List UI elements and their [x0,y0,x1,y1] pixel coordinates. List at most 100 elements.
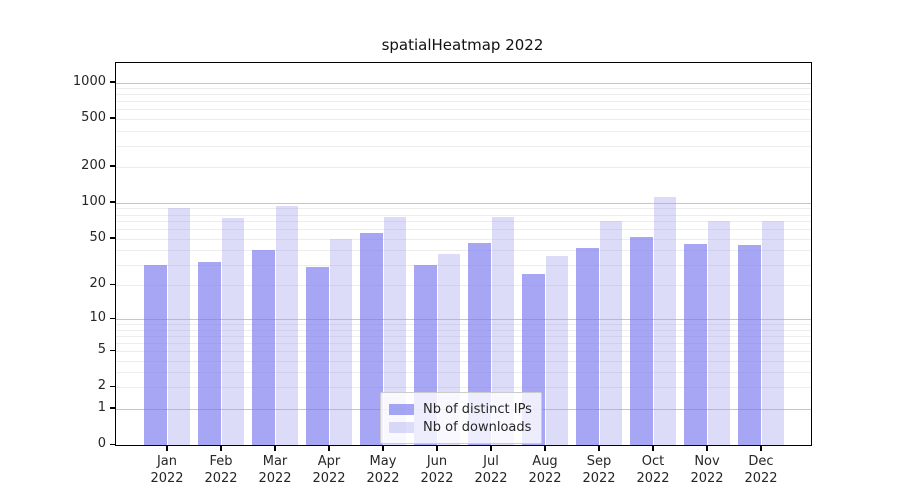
gridline [116,387,811,389]
gridline [116,208,811,210]
y-tick-label: 0 [97,436,106,451]
x-tick-mark [652,445,654,451]
y-tick-mark [110,117,115,119]
gridline [116,360,811,362]
x-tick-label-apr: Apr 2022 [312,454,346,486]
gridline [116,351,811,352]
x-tick-label-jul: Jul 2022 [474,454,508,486]
y-tick-mark [110,237,115,239]
bar-downloads-dec [761,221,785,445]
legend-row-downloads: Nb of downloads [389,419,532,435]
x-tick-mark [166,445,168,451]
x-tick-mark [490,445,492,451]
y-tick-label: 200 [81,157,106,173]
y-tick-mark [110,317,115,320]
gridline [116,94,811,96]
y-tick-mark [110,349,115,351]
bar-downloads-jul [491,217,515,445]
x-tick-mark [382,445,384,451]
gridline [116,250,811,252]
bar-downloads-oct [653,196,677,445]
y-tick-mark [110,443,115,445]
gridline [116,335,811,337]
x-tick-label-nov: Nov 2022 [690,454,724,486]
gridline [116,372,811,374]
gridline [116,214,811,216]
y-tick-label: 5 [97,342,106,357]
x-tick-mark [760,445,762,451]
bar-distinct-ips-nov [684,244,707,445]
gridline [116,166,811,168]
gridline [116,319,811,321]
gridline [116,329,811,331]
y-tick-mark [110,385,115,388]
bar-distinct-ips-sep [576,247,599,445]
bar-distinct-ips-dec [738,245,761,445]
chart-title: spatialHeatmap 2022 [381,36,544,54]
x-tick-mark [598,445,600,451]
bar-distinct-ips-oct [630,236,653,445]
x-tick-mark [328,445,330,451]
y-tick-label: 10 [89,310,106,326]
bar-downloads-sep [599,221,623,445]
plot-area: Nb of distinct IPs Nb of downloads [115,62,812,446]
y-tick-label: 1 [97,399,106,415]
y-tick-mark [110,81,115,83]
bar-distinct-ips-mar [252,250,275,445]
legend-swatch-downloads [389,421,414,433]
gridline [116,342,811,344]
legend: Nb of distinct IPs Nb of downloads [380,392,542,444]
y-tick-label: 2 [97,378,106,394]
gridline [116,118,811,120]
gridline [116,221,811,223]
bar-downloads-aug [545,255,569,445]
y-tick-label: 20 [89,276,106,292]
x-tick-label-oct: Oct 2022 [636,454,670,486]
legend-label-downloads: Nb of downloads [423,419,532,435]
x-tick-mark [706,445,708,451]
bar-downloads-nov [707,221,731,445]
bar-downloads-mar [275,206,299,445]
x-tick-mark [274,445,276,451]
bar-downloads-may [383,217,407,445]
y-tick-mark [110,407,115,409]
bar-downloads-jan [167,208,191,445]
x-tick-label-jun: Jun 2022 [420,454,454,486]
x-tick-label-may: May 2022 [366,454,400,486]
x-tick-label-sep: Sep 2022 [582,454,616,486]
y-tick-label: 50 [89,229,106,245]
bar-distinct-ips-feb [198,261,221,445]
legend-swatch-distinct-ips [389,403,414,415]
bar-distinct-ips-jan [144,264,167,445]
y-tick-label: 500 [81,109,106,125]
x-tick-mark [544,445,546,451]
legend-label-distinct-ips: Nb of distinct IPs [423,401,532,417]
gridline [116,324,811,326]
bar-distinct-ips-may [360,232,383,445]
y-tick-mark [110,201,115,203]
x-tick-label-aug: Aug 2022 [528,454,562,486]
x-tick-label-dec: Dec 2022 [744,454,778,486]
gridline [116,109,811,111]
y-tick-label: 100 [81,193,106,209]
gridline [116,229,811,231]
x-tick-mark [436,445,438,451]
gridline [116,145,811,147]
gridline [116,130,811,132]
legend-row-distinct-ips: Nb of distinct IPs [389,401,532,417]
x-tick-mark [220,445,222,451]
x-tick-label-feb: Feb 2022 [204,454,238,486]
x-tick-label-mar: Mar 2022 [258,454,292,486]
gridline [116,202,811,204]
bar-distinct-ips-apr [306,266,329,445]
bar-downloads-apr [329,238,353,445]
gridline [116,264,811,266]
y-tick-mark [110,165,115,167]
y-tick-mark [110,283,115,286]
bar-downloads-feb [221,217,245,445]
gridline [116,101,811,103]
gridline [116,285,811,287]
y-tick-label: 1000 [72,73,106,89]
x-tick-label-jan: Jan 2022 [150,454,184,486]
